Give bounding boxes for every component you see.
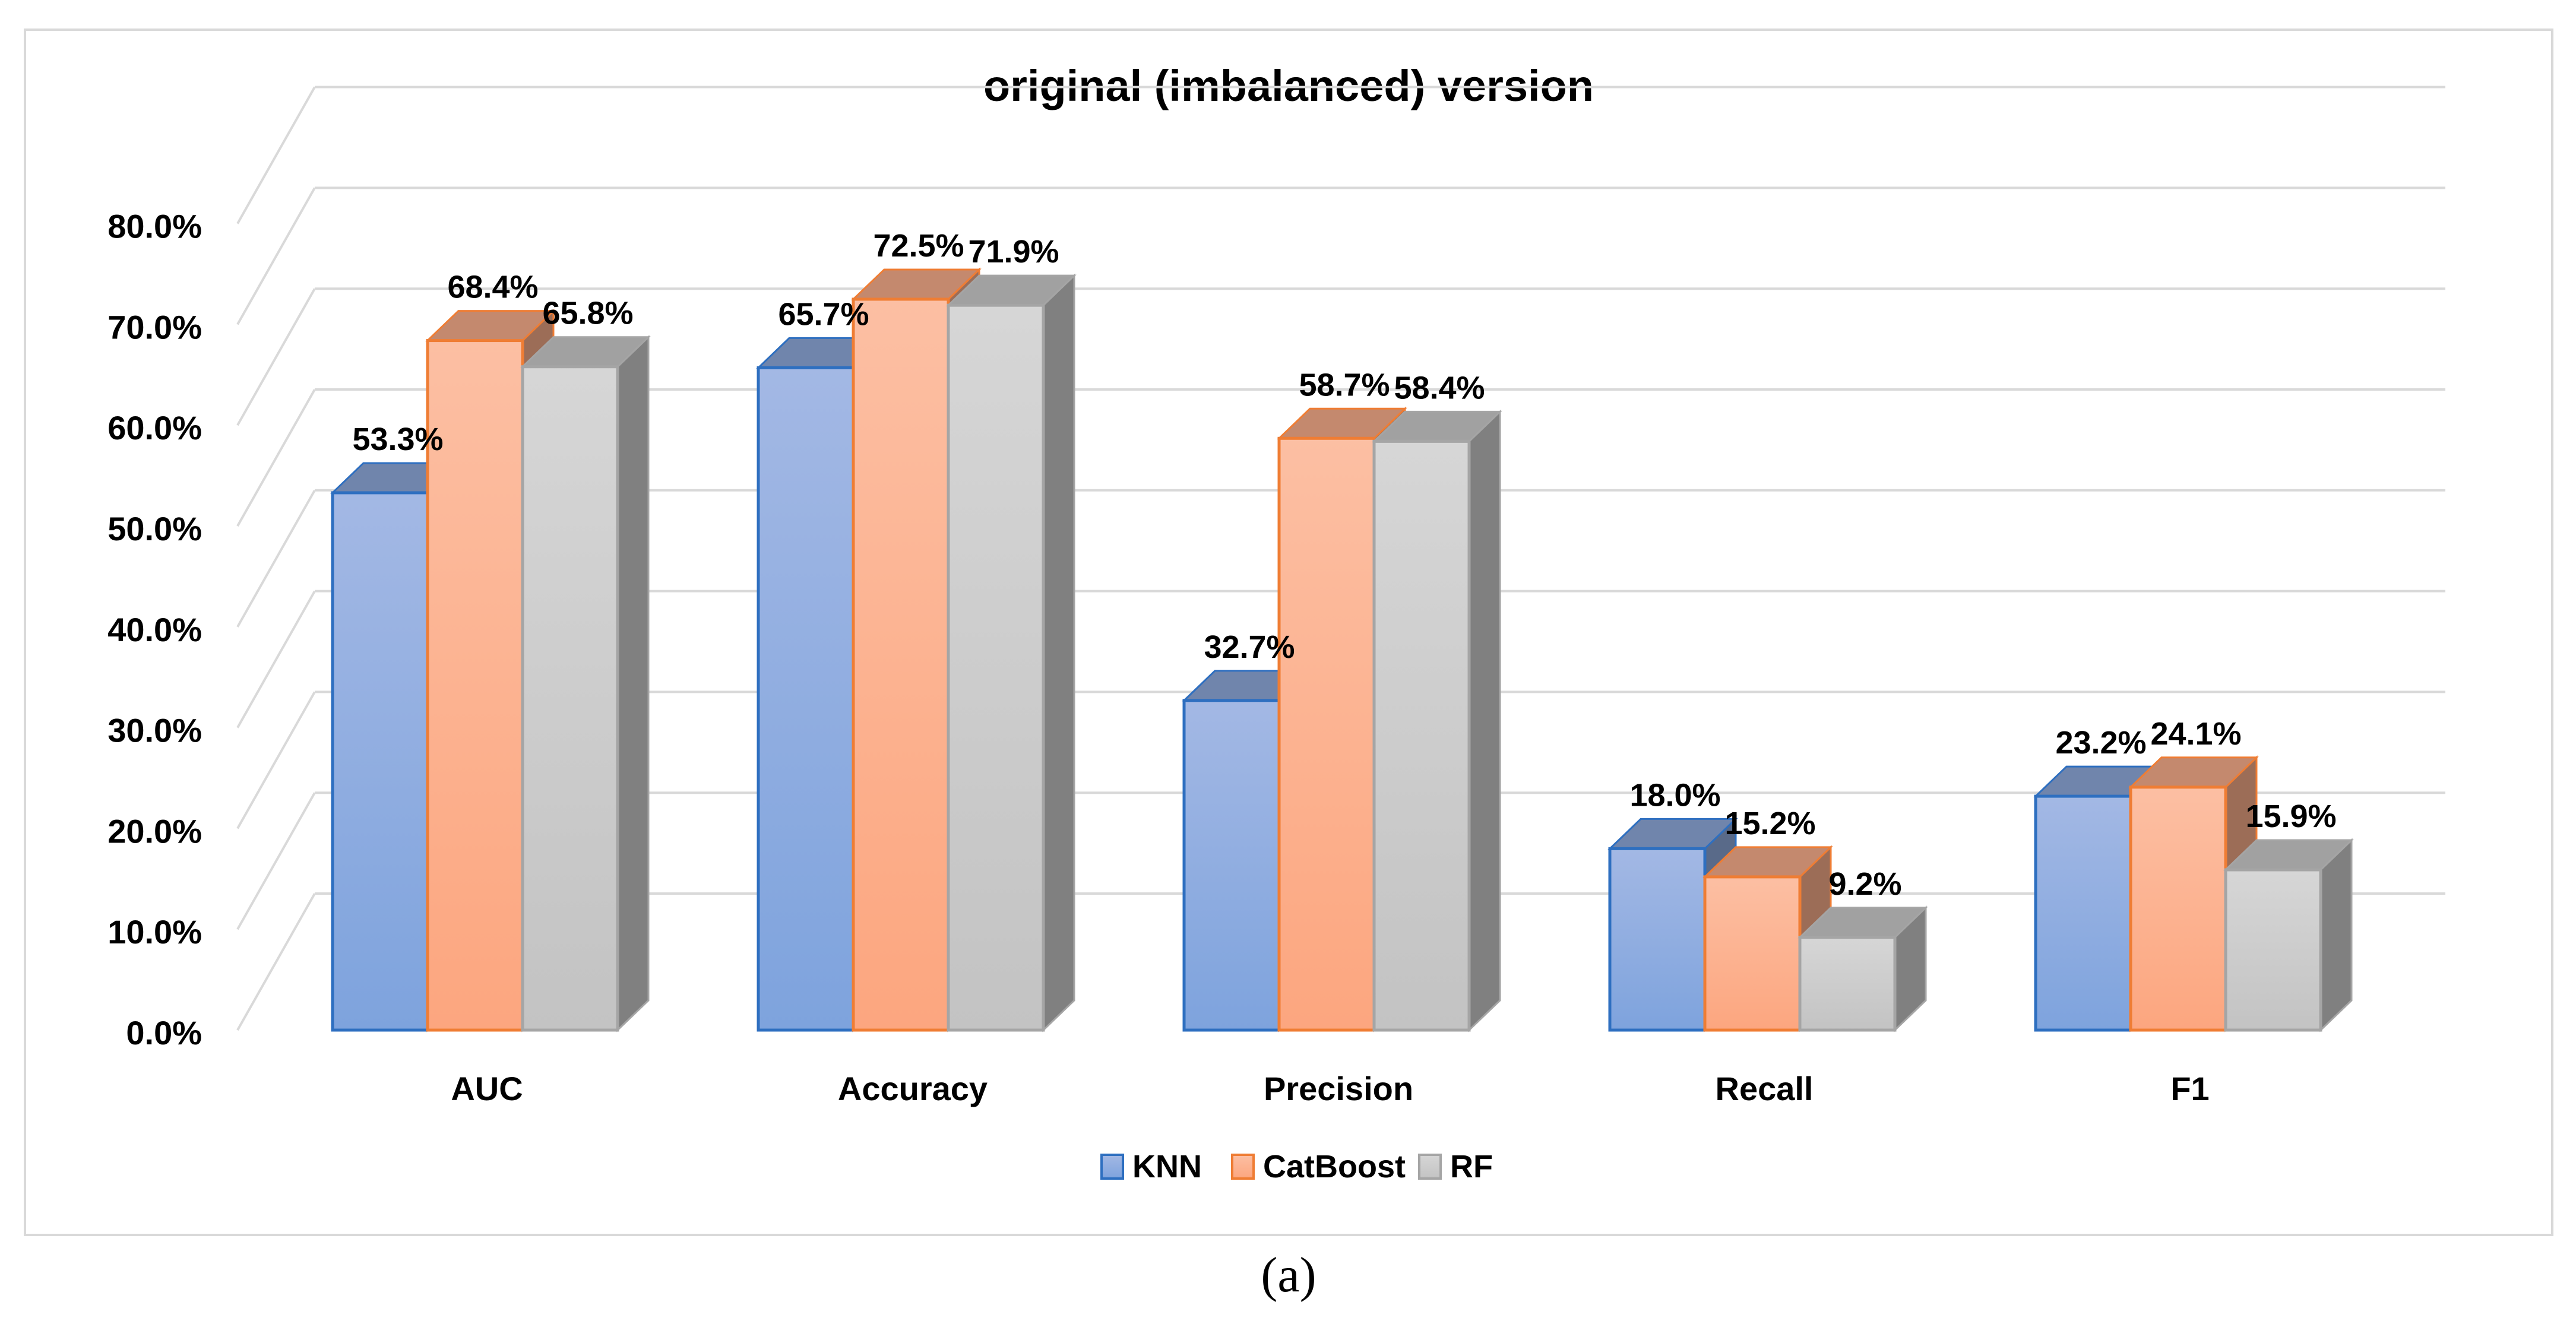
bar-group-f1 [2033,755,2354,1032]
gridline-diagonal [236,691,316,829]
bar-front-face [1277,436,1376,1032]
data-label-knn-auc: 53.3% [352,422,443,457]
y-tick-label: 10.0% [107,913,202,951]
bar-side-face [616,335,650,1032]
data-label-catboost-recall: 15.2% [1724,806,1815,841]
gridline-diagonal [236,86,316,224]
bar-side-face [2319,838,2353,1032]
bar-front-face [2224,868,2322,1032]
legend-swatch [1100,1154,1124,1180]
x-tick-label-recall: Recall [1716,1070,1814,1107]
bar-rf-recall [1797,905,1928,1032]
bar-front-face [2129,785,2227,1032]
data-label-knn-recall: 18.0% [1629,777,1720,813]
legend-label: RF [1450,1149,1493,1184]
legend: KNN CatBoost RF [1100,1149,1493,1184]
gridline-diagonal [236,792,316,930]
bar-group-precision [1182,406,1502,1032]
bar-rf-auc [520,335,651,1032]
data-label-catboost-accuracy: 72.5% [873,228,964,264]
bar-rf-accuracy [946,273,1077,1032]
data-label-rf-f1: 15.9% [2245,799,2336,834]
gridline-diagonal [236,489,316,628]
data-label-rf-precision: 58.4% [1394,370,1485,406]
legend-item-knn: KNN [1100,1149,1202,1184]
x-tick-label-f1: F1 [2170,1070,2209,1107]
data-label-knn-f1: 23.2% [2055,725,2146,761]
y-tick-label: 20.0% [107,812,202,850]
y-tick-label: 60.0% [107,409,202,446]
x-axis-tick-labels: AUC Accuracy Precision Recall F1 [451,1070,2209,1107]
bar-side-face [1468,409,1501,1032]
bars [330,267,2354,1032]
bar-group-accuracy [756,267,1077,1032]
bar-rf-precision [1372,409,1502,1032]
bar-front-face [521,365,619,1032]
legend-label: CatBoost [1263,1149,1406,1184]
data-label-knn-precision: 32.7% [1204,629,1295,665]
y-tick-label: 70.0% [107,308,202,346]
legend-item-catboost: CatBoost [1231,1149,1406,1184]
bar-front-face [1372,439,1471,1032]
data-label-catboost-precision: 58.7% [1299,367,1390,403]
chart-title: original (imbalanced) version [983,61,1594,110]
data-label-rf-recall: 9.2% [1828,866,1901,902]
x-tick-label-accuracy: Accuracy [838,1070,988,1107]
data-label-rf-auc: 65.8% [542,296,633,331]
bar-front-face [1703,875,1802,1032]
bar-rf-f1 [2223,838,2354,1032]
bar-front-face [2034,794,2132,1032]
figure-caption: (a) [1261,1247,1316,1303]
bar-front-face [947,303,1045,1032]
gridline-diagonal [236,590,316,728]
bar-front-face [331,491,429,1032]
y-tick-label: 50.0% [107,510,202,547]
y-tick-label: 40.0% [107,611,202,648]
bar-front-face [757,366,855,1032]
x-tick-label-auc: AUC [451,1070,523,1107]
bar-front-face [852,297,950,1032]
x-tick-label-precision: Precision [1264,1070,1413,1107]
gridline-diagonal [236,187,316,325]
data-label-rf-accuracy: 71.9% [968,234,1059,270]
gridline-diagonal [236,893,316,1031]
data-label-catboost-auc: 68.4% [447,270,538,305]
gridline-diagonal [236,288,316,426]
legend-swatch [1231,1154,1255,1180]
gridline-diagonal [236,389,316,527]
y-axis-tick-labels: 0.0% 10.0% 20.0% 30.0% 40.0% 50.0% 60.0% 70.0% 8… [107,208,202,1051]
legend-swatch [1418,1154,1442,1180]
bar-group-recall [1607,816,1928,1032]
data-labels: 53.3% 68.4%65.8% 65.7%72.5% 71.9% 32.7% 58.7%… [352,228,2336,902]
data-label-knn-accuracy: 65.7% [778,296,869,332]
y-tick-label: 80.0% [107,208,202,245]
bar-group-auc [330,309,651,1032]
bar-front-face [1608,847,1707,1032]
bar-side-face [1042,273,1075,1032]
legend-label: KNN [1132,1149,1202,1184]
legend-item-rf: RF [1418,1149,1493,1184]
data-label-catboost-f1: 24.1% [2150,716,2241,752]
y-tick-label: 0.0% [126,1014,202,1051]
bar-front-face [1798,936,1897,1032]
bar-front-face [1182,699,1281,1032]
y-tick-label: 30.0% [107,712,202,749]
